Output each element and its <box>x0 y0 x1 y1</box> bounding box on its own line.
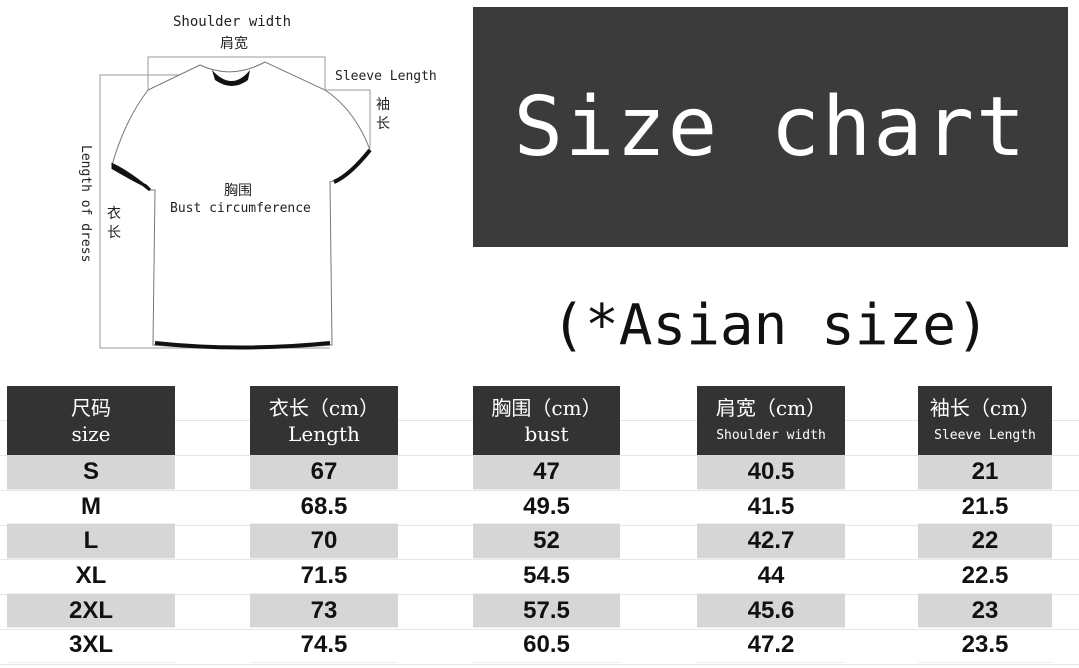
table-cell: M <box>7 490 175 525</box>
header-cn: 尺码 <box>71 396 111 420</box>
length-cn-label: 衣长 <box>107 206 121 241</box>
header-en: Length <box>288 422 360 446</box>
table-cell: 73 <box>250 593 398 629</box>
table-cell: 41.5 <box>697 490 845 525</box>
column-header: 胸围（cm） bust <box>473 386 620 455</box>
column-sleeve-length: 袖长（cm） Sleeve Length 21 21.5 22 22.5 23 23.5 <box>918 386 1052 664</box>
table-cell: 57.5 <box>473 593 620 629</box>
table-cell: 22 <box>918 524 1052 560</box>
table-cell: 68.5 <box>250 490 398 525</box>
shoulder-width-cn-label: 肩宽 <box>220 36 248 52</box>
column-bust: 胸围（cm） bust 47 49.5 52 54.5 57.5 60.5 <box>473 386 620 664</box>
table-cell: 23.5 <box>918 628 1052 664</box>
header-en: Shoulder width <box>716 428 826 443</box>
column-length: 衣长（cm） Length 67 68.5 70 71.5 73 74.5 <box>250 386 398 664</box>
bust-cn-label: 胸围 <box>224 183 252 199</box>
column-header: 肩宽（cm） Shoulder width <box>697 386 845 455</box>
table-cell: L <box>7 524 175 560</box>
header-cn: 衣长（cm） <box>268 396 380 420</box>
header-en: size <box>71 422 111 446</box>
table-cell: 60.5 <box>473 628 620 664</box>
shoulder-width-label: Shoulder width <box>173 14 292 30</box>
table-cell: 67 <box>250 455 398 490</box>
table-cell: 47 <box>473 455 620 490</box>
column-header: 尺码 size <box>7 386 175 455</box>
table-cell: 23 <box>918 593 1052 629</box>
header-cn: 胸围（cm） <box>491 396 602 420</box>
table-cell: 44 <box>697 559 845 594</box>
title-banner: Size chart <box>473 7 1068 247</box>
tshirt-measurement-diagram: Shoulder width 肩宽 Sleeve Length 袖长 Lengt… <box>0 0 470 383</box>
column-header: 衣长（cm） Length <box>250 386 398 455</box>
header-cn: 肩宽（cm） <box>715 396 827 420</box>
bust-circumference-label: Bust circumference <box>170 201 311 216</box>
column-size: 尺码 size S M L XL 2XL 3XL <box>7 386 175 664</box>
table-cell: 42.7 <box>697 524 845 560</box>
table-cell: S <box>7 455 175 490</box>
table-cell: 54.5 <box>473 559 620 594</box>
tshirt-illustration <box>99 56 372 350</box>
table-cell: 71.5 <box>250 559 398 594</box>
table-cell: 2XL <box>7 593 175 629</box>
sleeve-length-cn-label: 袖长 <box>376 97 390 132</box>
table-cell: 22.5 <box>918 559 1052 594</box>
table-cell: 40.5 <box>697 455 845 490</box>
table-cell: 47.2 <box>697 628 845 664</box>
page-title: Size chart <box>513 79 1028 175</box>
sleeve-length-label: Sleeve Length <box>335 69 437 84</box>
column-header: 袖长（cm） Sleeve Length <box>918 386 1052 455</box>
table-cell: 52 <box>473 524 620 560</box>
table-cell: 21.5 <box>918 490 1052 525</box>
table-cell: 49.5 <box>473 490 620 525</box>
asian-size-note: (*Asian size) <box>551 292 990 358</box>
header-en: Sleeve Length <box>934 428 1036 443</box>
header-cn: 袖长（cm） <box>929 396 1041 420</box>
table-cell: 70 <box>250 524 398 560</box>
table-cell: 21 <box>918 455 1052 490</box>
table-cell: 3XL <box>7 628 175 664</box>
table-cell: 45.6 <box>697 593 845 629</box>
column-shoulder-width: 肩宽（cm） Shoulder width 40.5 41.5 42.7 44 45.6 47… <box>697 386 845 664</box>
header-en: bust <box>524 422 569 446</box>
length-of-dress-label: Length of dress <box>78 145 93 263</box>
table-cell: 74.5 <box>250 628 398 664</box>
table-cell: XL <box>7 559 175 594</box>
